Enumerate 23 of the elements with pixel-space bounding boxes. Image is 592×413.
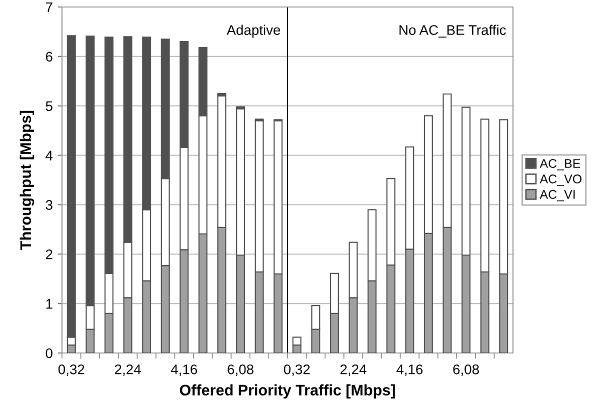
y-tick-label: 6 (46, 52, 52, 62)
annotation: Adaptive (226, 24, 280, 38)
x-tick-label: 0,32 (284, 364, 310, 376)
y-tick-label: 2 (46, 249, 52, 260)
x-tick-label: 6,08 (453, 364, 479, 376)
legend-label: AC_VO (540, 174, 582, 186)
x-axis-title: Offered Priority Traffic [Mbps] (180, 384, 395, 399)
x-tick-label: 2,24 (340, 364, 366, 376)
legend-label: AC_BE (540, 159, 580, 170)
x-tick-label: 2,24 (114, 364, 141, 376)
x-tick-label: 6,08 (228, 364, 254, 376)
y-tick-label: 7 (46, 2, 52, 12)
y-tick-label: 0 (46, 348, 52, 358)
annotation: No AC_BE Traffic (400, 24, 506, 38)
x-tick-label: 4,16 (396, 364, 423, 376)
y-axis-title: Throughput [Mbps] (20, 110, 34, 250)
y-tick-label: 1 (46, 299, 52, 309)
legend-label: AC_VI (540, 190, 575, 202)
x-tick-label: 0,32 (58, 364, 84, 376)
y-tick-label: 5 (46, 101, 52, 112)
y-tick-label: 3 (46, 200, 52, 210)
x-tick-label: 4,16 (170, 364, 198, 376)
y-tick-label: 4 (46, 150, 53, 160)
